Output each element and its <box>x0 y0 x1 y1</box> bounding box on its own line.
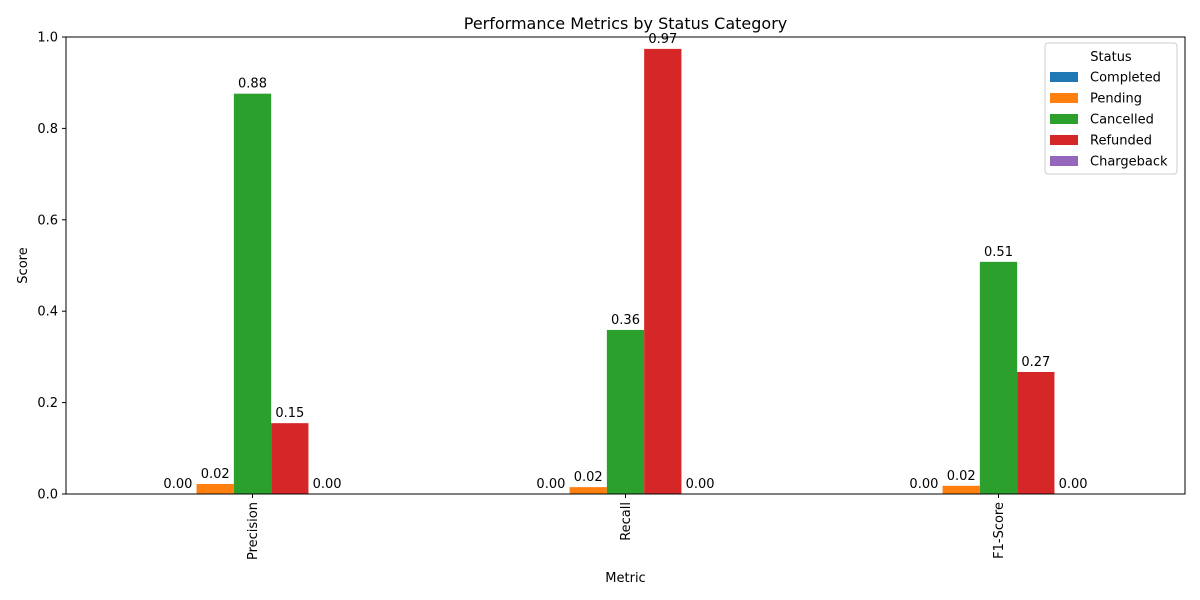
legend-swatch <box>1050 114 1078 124</box>
data-label-completed: 0.00 <box>536 477 565 492</box>
legend-title: Status <box>1090 50 1132 65</box>
axes-frame <box>65 36 1186 495</box>
data-label-cancelled: 0.88 <box>238 77 267 92</box>
y-tick-label: 0.2 <box>37 396 58 411</box>
data-label-chargeback: 0.00 <box>686 477 715 492</box>
x-tick-label: F1-Score <box>992 502 1007 559</box>
bar-cancelled <box>979 261 1018 494</box>
legend-swatch <box>1050 135 1078 145</box>
legend-entry: Cancelled <box>1090 113 1154 128</box>
x-axis-label: Metric <box>605 571 645 586</box>
plot-area: 0.00 0.00 0.00 0.02 0.02 0.02 0.88 0.36 0.51 0.15… <box>37 31 1186 560</box>
data-label-cancelled: 0.51 <box>984 245 1013 260</box>
chart-title: Performance Metrics by Status Category <box>464 14 788 33</box>
data-label-chargeback: 0.00 <box>1059 477 1088 492</box>
y-tick-label: 1.0 <box>37 31 58 46</box>
data-label-completed: 0.00 <box>163 477 192 492</box>
data-label-pending: 0.02 <box>201 467 230 482</box>
y-axis-label: Score <box>16 247 31 283</box>
data-label-refunded: 0.97 <box>648 32 677 47</box>
y-tick-label: 0.4 <box>37 305 58 320</box>
legend-entry: Refunded <box>1090 134 1152 149</box>
bar-pending <box>569 487 607 494</box>
y-tick-label: 0.8 <box>37 122 58 137</box>
legend: Status Completed Pending Cancelled Refunded… <box>1044 42 1178 175</box>
legend-entry: Chargeback <box>1090 155 1168 170</box>
x-tick-label: Precision <box>246 502 261 560</box>
data-label-refunded: 0.27 <box>1021 355 1050 370</box>
bar-refunded <box>271 423 309 494</box>
data-label-chargeback: 0.00 <box>313 477 342 492</box>
data-label-completed: 0.00 <box>909 477 938 492</box>
legend-entry: Completed <box>1090 71 1161 86</box>
bar-refunded <box>644 48 682 495</box>
y-tick-label: 0.6 <box>37 213 58 228</box>
y-tick-label: 0.0 <box>37 488 58 503</box>
data-label-pending: 0.02 <box>947 469 976 484</box>
bar-refunded <box>1017 371 1055 494</box>
bar-pending <box>942 485 980 494</box>
legend-swatch <box>1050 72 1078 82</box>
bar-cancelled <box>606 329 645 494</box>
data-label-pending: 0.02 <box>574 470 603 485</box>
legend-swatch <box>1050 93 1078 103</box>
data-label-cancelled: 0.36 <box>611 313 640 328</box>
legend-swatch <box>1050 156 1078 166</box>
data-label-refunded: 0.15 <box>275 406 304 421</box>
x-tick-label: Recall <box>619 502 634 541</box>
bar-pending <box>196 483 234 494</box>
bar-cancelled <box>233 93 272 494</box>
legend-entry: Pending <box>1090 92 1142 107</box>
